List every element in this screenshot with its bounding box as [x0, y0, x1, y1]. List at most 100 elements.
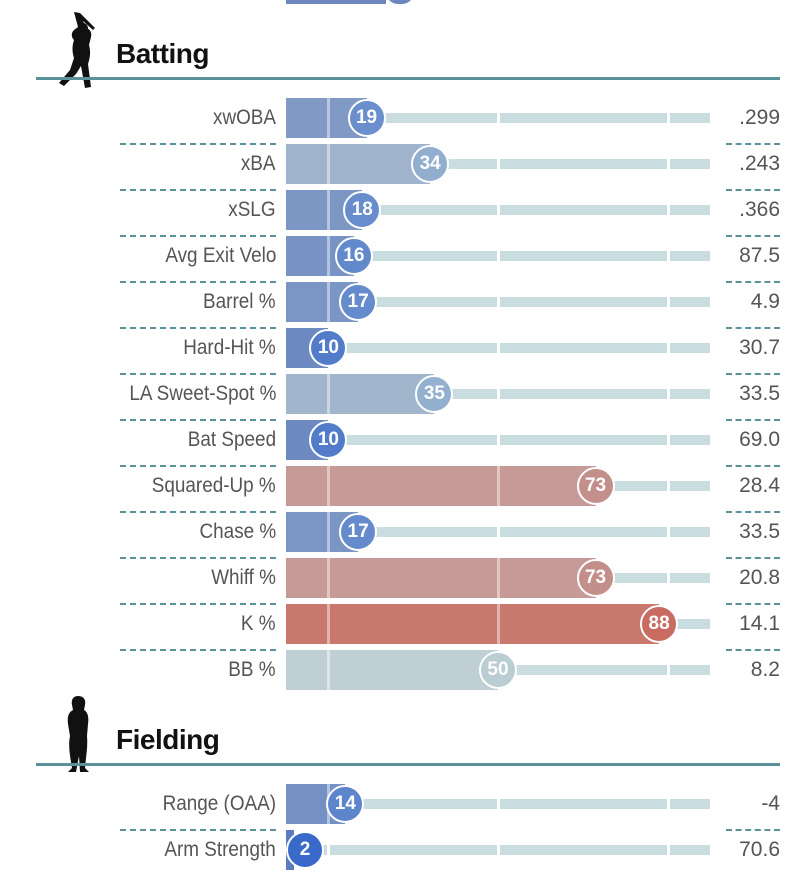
row-separator [726, 603, 780, 605]
metric-value: 33.5 [739, 382, 780, 405]
metric-row: K % 88 14.1 [0, 604, 812, 651]
percentile-bubble: 17 [339, 283, 378, 321]
row-separator [120, 373, 276, 375]
bar-tick [327, 650, 331, 690]
metric-value: 4.9 [750, 290, 780, 313]
section-divider [36, 763, 780, 766]
metric-value: .243 [739, 152, 780, 175]
bar-tick [497, 466, 500, 506]
row-separator [120, 465, 276, 467]
percentile-bar [286, 374, 435, 414]
row-separator [120, 143, 276, 145]
track-tick [666, 389, 670, 399]
track-tick [497, 389, 500, 399]
metric-row: xSLG 18 .366 [0, 190, 812, 237]
percentile-bubble: 16 [334, 237, 373, 275]
track-tick [497, 251, 500, 261]
previous-section-bar [286, 0, 386, 4]
row-separator [120, 327, 276, 329]
row-separator [120, 511, 276, 513]
bar-tick [327, 282, 331, 322]
track-tick [497, 297, 500, 307]
row-separator [120, 603, 276, 605]
track-tick [666, 665, 670, 675]
track-tick [666, 205, 670, 215]
percentile-bar [286, 558, 596, 598]
track-tick [497, 527, 500, 537]
metric-label: Arm Strength [164, 838, 276, 861]
percentile-bubble: 35 [415, 375, 454, 413]
metric-value: 20.8 [739, 566, 780, 589]
metric-label: LA Sweet-Spot % [128, 382, 276, 405]
bar-tick [327, 236, 331, 276]
row-separator [120, 189, 276, 191]
track-tick [497, 343, 500, 353]
row-separator [726, 465, 780, 467]
track-tick [327, 845, 331, 855]
percentile-bubble: 2 [286, 831, 324, 869]
track-tick [666, 159, 670, 169]
metric-label: Barrel % [203, 290, 276, 313]
metric-value: .299 [739, 106, 780, 129]
bar-tick [497, 558, 500, 598]
row-separator [726, 511, 780, 513]
percentile-bubble: 19 [347, 99, 386, 137]
bar-tick [327, 144, 331, 184]
percentile-bar [286, 466, 596, 506]
row-separator [726, 281, 780, 283]
metric-label: K % [241, 612, 276, 635]
bar-tick [327, 190, 331, 230]
fielder-silhouette-icon [67, 696, 89, 772]
percentile-bubble: 73 [576, 559, 615, 597]
metric-value: .366 [739, 198, 780, 221]
row-separator [726, 373, 780, 375]
percentile-bubble: 10 [309, 421, 348, 459]
track-tick [666, 481, 670, 491]
row-separator [120, 281, 276, 283]
metric-label: xwOBA [212, 106, 276, 129]
metric-row: xBA 34 .243 [0, 144, 812, 191]
percentile-bar [286, 144, 431, 184]
metric-label: Range (OAA) [162, 792, 276, 815]
metric-label: Hard-Hit % [183, 336, 276, 359]
metric-row: Bat Speed 10 69.0 [0, 420, 812, 467]
track-tick [666, 113, 670, 123]
metric-value: 70.6 [739, 838, 780, 861]
metric-label: xBA [241, 152, 276, 175]
track-tick [497, 205, 500, 215]
track-tick [666, 573, 670, 583]
metric-row: Avg Exit Velo 16 87.5 [0, 236, 812, 283]
metric-value: 14.1 [739, 612, 780, 635]
metric-label: Bat Speed [187, 428, 276, 451]
batter-silhouette-icon [59, 12, 95, 88]
metric-row: BB % 50 8.2 [0, 650, 812, 696]
metric-value: -4 [761, 792, 780, 815]
metric-value: 69.0 [739, 428, 780, 451]
row-separator [726, 649, 780, 651]
percentile-bubble: 18 [343, 191, 382, 229]
metric-row: Chase % 17 33.5 [0, 512, 812, 559]
metric-value: 33.5 [739, 520, 780, 543]
metric-value: 87.5 [739, 244, 780, 267]
bar-tick [327, 466, 331, 506]
metric-row: LA Sweet-Spot % 35 33.5 [0, 374, 812, 421]
track-tick [497, 113, 500, 123]
percentile-bubble: 10 [309, 329, 348, 367]
bar-tick [497, 604, 500, 644]
percentile-bubble: 50 [479, 651, 517, 689]
track-tick [666, 435, 670, 445]
track-tick [497, 799, 500, 809]
metric-value: 8.2 [750, 658, 780, 681]
metric-row: Whiff % 73 20.8 [0, 558, 812, 605]
track-tick [666, 251, 670, 261]
bar-tick [327, 558, 331, 598]
row-separator [726, 143, 780, 145]
percentile-bar [286, 604, 660, 644]
percentile-bar [286, 650, 498, 690]
percentile-bubble: 17 [339, 513, 378, 551]
track-tick [666, 297, 670, 307]
track-tick [497, 845, 500, 855]
section-title: Fielding [116, 724, 220, 755]
track-tick [497, 435, 500, 445]
metric-label: BB % [228, 658, 276, 681]
